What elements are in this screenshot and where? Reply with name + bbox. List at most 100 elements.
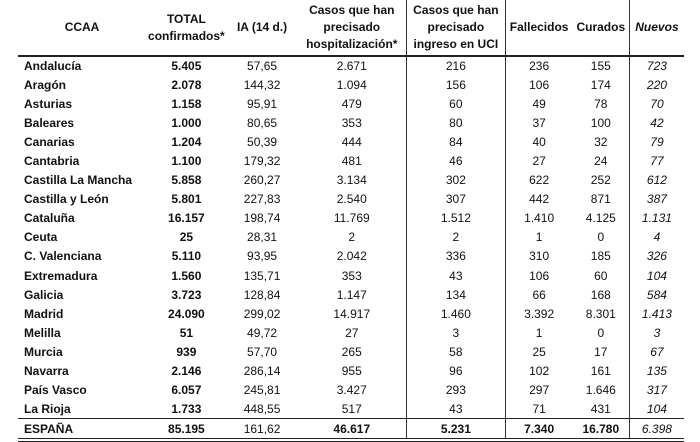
table-cell: 2.078 bbox=[171, 77, 202, 92]
table-cell: 43 bbox=[406, 399, 506, 419]
table-cell: 32 bbox=[572, 132, 630, 152]
table-cell: 79 bbox=[650, 134, 664, 149]
table-cell: Canarias bbox=[24, 134, 75, 149]
table-cell: 27 bbox=[297, 323, 408, 343]
table-cell: Asturias bbox=[24, 96, 73, 111]
table-cell: 51 bbox=[179, 325, 194, 340]
table-cell: 2.540 bbox=[297, 189, 408, 209]
table-cell: 161 bbox=[572, 361, 630, 381]
table-cell: 42 bbox=[650, 115, 664, 130]
total-row: ESPAÑA 85.195 161,62 46.617 5.231 7.340 16.780… bbox=[18, 418, 684, 442]
table-row: Murcia 939 57,70 265 58 25 17 67 bbox=[18, 342, 684, 362]
table-cell: 444 bbox=[297, 132, 408, 152]
table-cell: Murcia bbox=[24, 344, 63, 359]
table-row: País Vasco 6.057 245,81 3.427 293 297 1.646 317 bbox=[18, 380, 684, 400]
table-cell: 156 bbox=[406, 75, 506, 95]
table-cell: 28,31 bbox=[247, 230, 278, 245]
table-cell: 4.125 bbox=[572, 208, 630, 228]
table-cell: 104 bbox=[646, 268, 667, 283]
table-cell: 0 bbox=[572, 323, 630, 343]
table-cell: 286,14 bbox=[243, 364, 281, 379]
table-cell: 161,62 bbox=[226, 418, 298, 442]
table-row: Navarra 2.146 286,14 955 96 102 161 135 bbox=[18, 361, 684, 381]
table-cell: Aragón bbox=[24, 77, 66, 92]
table-cell: 66 bbox=[532, 287, 546, 302]
table-row: Canarias 1.204 50,39 444 84 40 32 79 bbox=[18, 132, 684, 152]
table-cell: 95,91 bbox=[247, 96, 278, 111]
table-row: Castilla y León 5.801 227,83 2.540 307 442 871… bbox=[18, 189, 684, 209]
table-cell: 84 bbox=[406, 132, 506, 152]
table-cell: 2 bbox=[406, 227, 506, 247]
table-cell: ESPAÑA bbox=[18, 418, 147, 442]
table-cell: 265 bbox=[297, 342, 408, 362]
table-cell: 6.057 bbox=[171, 383, 202, 398]
table-cell: 387 bbox=[646, 192, 667, 207]
table-row: C. Valenciana 5.110 93,95 2.042 336 310 185 326 bbox=[18, 246, 684, 267]
table-cell: 227,83 bbox=[243, 192, 281, 207]
table-cell: 302 bbox=[406, 170, 506, 190]
table-cell: 1.733 bbox=[171, 401, 202, 416]
table-cell: 135 bbox=[646, 364, 667, 379]
table-cell: 49,72 bbox=[247, 325, 278, 340]
table-cell: 297 bbox=[529, 383, 550, 398]
table-cell: 2 bbox=[297, 227, 408, 247]
table-cell: 174 bbox=[572, 75, 630, 95]
table-cell: 104 bbox=[646, 401, 667, 416]
table-cell: 3.392 bbox=[524, 306, 555, 321]
table-cell: 310 bbox=[529, 249, 550, 264]
table-cell: 353 bbox=[297, 266, 408, 286]
table-row: Cataluña 16.157 198,74 11.769 1.512 1.410 4.12… bbox=[18, 208, 684, 228]
table-cell: 6.398 bbox=[629, 418, 684, 442]
table-cell: La Rioja bbox=[24, 401, 71, 416]
table-row: Baleares 1.000 80,65 353 80 37 100 42 bbox=[18, 113, 684, 133]
column-header: IA (14 d.) bbox=[226, 0, 298, 57]
table-cell: 431 bbox=[572, 399, 630, 419]
table-cell: 1.413 bbox=[641, 306, 672, 321]
table-cell: 5.231 bbox=[406, 418, 506, 442]
table-cell: 57,65 bbox=[247, 59, 278, 74]
table-cell: 353 bbox=[297, 113, 408, 133]
table-cell: 96 bbox=[406, 361, 506, 381]
table-cell: Navarra bbox=[24, 364, 69, 379]
table-cell: 168 bbox=[572, 285, 630, 305]
table-row: Melilla 51 49,72 27 3 1 0 3 bbox=[18, 323, 684, 343]
table-row: Galicia 3.723 128,84 1.147 134 66 168 584 bbox=[18, 285, 684, 305]
table-cell: 24.090 bbox=[168, 306, 205, 321]
table-cell: 622 bbox=[529, 173, 550, 188]
table-cell: 71 bbox=[532, 401, 546, 416]
table-cell: Ceuta bbox=[24, 230, 58, 245]
table-cell: 93,95 bbox=[247, 249, 278, 264]
table-cell: 128,84 bbox=[243, 287, 281, 302]
table-cell: 106 bbox=[529, 77, 550, 92]
table-cell: 135,71 bbox=[243, 268, 281, 283]
table-cell: Extremadura bbox=[24, 268, 98, 283]
covid-ccaa-table: CCAA TOTAL confirmados* IA (14 d.) Casos qu… bbox=[18, 0, 684, 442]
table-cell: 3 bbox=[653, 325, 661, 340]
table-cell: 1.147 bbox=[297, 285, 408, 305]
table-cell: 1.460 bbox=[406, 304, 506, 324]
table-cell: 1.204 bbox=[171, 134, 202, 149]
table-cell: 17 bbox=[572, 342, 630, 362]
table-cell: 57,70 bbox=[247, 344, 278, 359]
table-cell: 955 bbox=[297, 361, 408, 381]
table-row: Aragón 2.078 144,32 1.094 156 106 174 220 bbox=[18, 75, 684, 95]
table-cell: 612 bbox=[646, 173, 667, 188]
table-cell: 46 bbox=[406, 151, 506, 171]
table-cell: 46.617 bbox=[297, 418, 408, 442]
table-cell: 326 bbox=[646, 249, 667, 264]
table-cell: 5.405 bbox=[171, 59, 202, 74]
table-cell: 5.110 bbox=[171, 249, 202, 264]
table-cell: 5.801 bbox=[171, 192, 202, 207]
table-cell: 1.560 bbox=[171, 268, 202, 283]
table-cell: 37 bbox=[532, 115, 546, 130]
column-header: Casos que han precisado hospitalización* bbox=[297, 0, 408, 57]
table-cell: 16.157 bbox=[168, 211, 205, 226]
column-header: Curados bbox=[572, 0, 630, 57]
table-row: Madrid 24.090 299,02 14.917 1.460 3.392 8.301 1… bbox=[18, 304, 684, 324]
table-cell: 1.094 bbox=[297, 75, 408, 95]
table-cell: 144,32 bbox=[243, 77, 281, 92]
table-cell: 1.131 bbox=[641, 211, 672, 226]
table-cell: 80 bbox=[406, 113, 506, 133]
table-cell: 293 bbox=[406, 380, 506, 400]
table-cell: 43 bbox=[406, 266, 506, 286]
